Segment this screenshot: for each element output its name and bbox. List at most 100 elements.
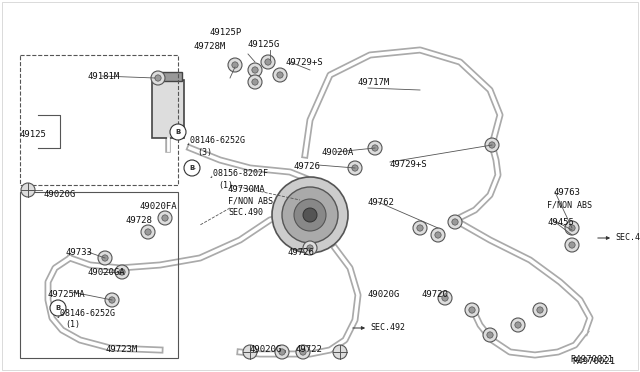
Circle shape — [248, 63, 262, 77]
Circle shape — [158, 211, 172, 225]
Circle shape — [162, 215, 168, 221]
Circle shape — [413, 221, 427, 235]
Circle shape — [303, 208, 317, 222]
Circle shape — [489, 142, 495, 148]
Circle shape — [261, 55, 275, 69]
Circle shape — [184, 160, 200, 176]
Circle shape — [569, 225, 575, 231]
Bar — [152, 80, 184, 138]
Circle shape — [105, 293, 119, 307]
Circle shape — [243, 345, 257, 359]
Circle shape — [569, 242, 575, 248]
Text: ¸08156-8202F: ¸08156-8202F — [208, 168, 268, 177]
Text: 49455: 49455 — [547, 218, 574, 227]
Text: 49733: 49733 — [66, 248, 93, 257]
Bar — [154, 72, 182, 81]
Circle shape — [431, 228, 445, 242]
Text: 49725MA: 49725MA — [48, 290, 86, 299]
Circle shape — [565, 221, 579, 235]
Bar — [20, 55, 178, 185]
Circle shape — [279, 349, 285, 355]
Text: 49726: 49726 — [287, 248, 314, 257]
Circle shape — [448, 215, 462, 229]
Text: 49125G: 49125G — [248, 40, 280, 49]
Text: 49729+S: 49729+S — [285, 58, 323, 67]
Text: 49730MA: 49730MA — [228, 185, 266, 194]
Text: 49020G: 49020G — [250, 345, 282, 354]
Circle shape — [50, 300, 66, 316]
Text: 49020G: 49020G — [43, 190, 76, 199]
Circle shape — [272, 177, 348, 253]
Text: 49720: 49720 — [422, 290, 449, 299]
Text: 49125: 49125 — [20, 130, 47, 139]
Text: SEC.492: SEC.492 — [370, 324, 405, 333]
Text: 49020FA: 49020FA — [140, 202, 178, 211]
Circle shape — [170, 124, 186, 140]
Text: 49722: 49722 — [295, 345, 322, 354]
Circle shape — [307, 245, 313, 251]
Circle shape — [487, 332, 493, 338]
Circle shape — [277, 72, 283, 78]
Circle shape — [273, 68, 287, 82]
Circle shape — [300, 349, 306, 355]
Circle shape — [115, 265, 129, 279]
Circle shape — [452, 219, 458, 225]
Circle shape — [438, 291, 452, 305]
Text: (1): (1) — [65, 320, 80, 329]
Text: 49762: 49762 — [368, 198, 395, 207]
Circle shape — [151, 71, 165, 85]
Text: 49181M: 49181M — [88, 72, 120, 81]
Text: B: B — [189, 165, 195, 171]
Circle shape — [102, 255, 108, 261]
Circle shape — [442, 295, 448, 301]
Text: B: B — [175, 129, 180, 135]
Circle shape — [303, 241, 317, 255]
Circle shape — [265, 59, 271, 65]
Text: 49125P: 49125P — [210, 28, 243, 37]
Text: F/NON ABS: F/NON ABS — [547, 200, 592, 209]
Bar — [20, 192, 178, 358]
Circle shape — [435, 232, 441, 238]
Text: 49726: 49726 — [294, 162, 321, 171]
Circle shape — [282, 187, 338, 243]
Text: (1): (1) — [218, 181, 233, 190]
Circle shape — [537, 307, 543, 313]
Text: 49728M: 49728M — [193, 42, 225, 51]
Circle shape — [352, 165, 358, 171]
Circle shape — [98, 251, 112, 265]
Text: SEC.492: SEC.492 — [615, 234, 640, 243]
Text: R4970021: R4970021 — [570, 355, 613, 364]
Circle shape — [252, 67, 258, 73]
Circle shape — [155, 75, 161, 81]
Text: F/NON ABS: F/NON ABS — [228, 197, 273, 206]
Text: 49728: 49728 — [126, 216, 153, 225]
Circle shape — [252, 79, 258, 85]
Circle shape — [417, 225, 423, 231]
Circle shape — [294, 199, 326, 231]
Circle shape — [141, 225, 155, 239]
Text: ¸08146-6252G: ¸08146-6252G — [185, 135, 245, 144]
Circle shape — [565, 238, 579, 252]
Circle shape — [485, 138, 499, 152]
Text: 49020GA: 49020GA — [88, 268, 125, 277]
Circle shape — [296, 345, 310, 359]
Circle shape — [348, 161, 362, 175]
Circle shape — [333, 345, 347, 359]
Text: (3): (3) — [197, 148, 212, 157]
Circle shape — [372, 145, 378, 151]
Circle shape — [511, 318, 525, 332]
Text: B: B — [56, 305, 61, 311]
Circle shape — [109, 297, 115, 303]
Text: 49020G: 49020G — [368, 290, 400, 299]
Circle shape — [228, 58, 242, 72]
Circle shape — [248, 75, 262, 89]
Circle shape — [483, 328, 497, 342]
Circle shape — [465, 303, 479, 317]
Text: SEC.490: SEC.490 — [228, 208, 263, 217]
Text: 49763: 49763 — [553, 188, 580, 197]
Circle shape — [232, 62, 238, 68]
Text: 49717M: 49717M — [358, 78, 390, 87]
Text: ¸08146-6252G: ¸08146-6252G — [55, 308, 115, 317]
Circle shape — [21, 183, 35, 197]
Text: R4970021: R4970021 — [572, 357, 615, 366]
